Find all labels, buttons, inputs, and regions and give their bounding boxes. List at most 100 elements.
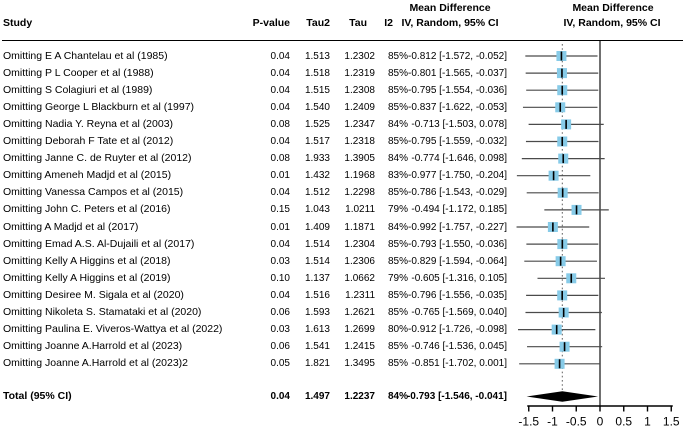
pvalue-cell: 0.06 <box>270 341 290 353</box>
study-row: Omitting Nikoleta S. Stamataki et al (20… <box>0 304 685 321</box>
tau2-cell: 1.514 <box>304 255 330 267</box>
pvalue-cell: 0.04 <box>270 50 290 62</box>
study-label: Omitting George L Blackburn et al (1997) <box>3 100 195 113</box>
pvalue-cell: 0.04 <box>270 289 290 301</box>
study-label: Omitting Vanessa Campos et al (2015) <box>3 186 184 199</box>
mean-difference-header-plot-column: Mean Difference <box>572 2 654 14</box>
pvalue-cell: 0.04 <box>270 238 290 250</box>
ci-text-cell: -0.765 [-1.569, 0.040] <box>411 307 507 318</box>
pvalue-cell: 0.01 <box>270 221 290 233</box>
study-row: Omitting Ameneh Madjd et al (2015) 0.01 1.… <box>0 167 685 184</box>
study-label: Omitting Joanne A.Harrold et al (2023) <box>3 340 183 353</box>
study-row: Omitting A Madjd et al (2017) 0.01 1.409 1.… <box>0 219 685 236</box>
tau2-cell: 1.593 <box>304 307 330 318</box>
ci-text-cell: -0.793 [-1.550, -0.036] <box>408 238 507 250</box>
ci-column-header-text: IV, Random, 95% CI <box>401 17 499 29</box>
tau-cell: 1.3495 <box>344 358 375 370</box>
ci-text-cell: -0.992 [-1.757, -0.227] <box>408 221 507 233</box>
pvalue-cell: 0.04 <box>270 67 290 79</box>
mean-difference-header-text-column: Mean Difference <box>409 2 491 14</box>
study-row: Omitting Desiree M. Sigala et al (2020) 0… <box>0 287 685 304</box>
total-row: Total (95% CI) 0.04 1.497 1.2237 84% -0.… <box>0 388 685 405</box>
x-axis-tick-label: -1 <box>547 415 558 429</box>
study-label: Omitting Kelly A Higgins et al (2018) <box>3 254 171 267</box>
pvalue-cell: 0.08 <box>270 153 290 165</box>
pvalue-cell: 0.15 <box>270 204 290 216</box>
tau-cell: 1.2304 <box>344 238 375 250</box>
x-axis-tick-label: 1 <box>644 415 651 429</box>
study-label: Omitting Nikoleta S. Stamataki et al (20… <box>3 306 202 318</box>
study-row: Omitting John C. Peters et al (2016) 0.15… <box>0 201 685 218</box>
i2-cell: 83% <box>387 170 408 182</box>
ci-text-cell: -0.746 [-1.536, 0.045] <box>411 341 507 353</box>
ci-text-cell: -0.494 [-1.172, 0.185] <box>411 204 507 216</box>
x-axis-tick-label: 0 <box>597 415 604 429</box>
study-row: Omitting Kelly A Higgins et al (2019) 0.1… <box>0 270 685 287</box>
ci-text-cell: -0.829 [-1.594, -0.064] <box>408 255 507 267</box>
x-axis-tick-label: 0.5 <box>615 415 632 429</box>
pvalue-cell: 0.03 <box>270 255 290 267</box>
tau2-column-header: Tau2 <box>306 17 330 29</box>
tau-cell: 1.2415 <box>344 341 375 353</box>
tau-cell: 1.2311 <box>345 289 375 301</box>
study-label: Omitting E A Chantelau et al (1985) <box>3 49 168 62</box>
study-row: Omitting P L Cooper et al (1988) 0.04 1.51… <box>0 65 685 82</box>
pvalue-cell: 0.04 <box>270 136 290 147</box>
study-row: Omitting Joanne A.Harrold et al (2023) 0.… <box>0 338 685 355</box>
tau-cell: 1.0662 <box>344 272 375 284</box>
i2-cell: 85% <box>387 84 408 96</box>
i2-cell: 85% <box>387 289 408 301</box>
tau2-cell: 1.933 <box>304 153 330 165</box>
tau-cell: 1.1871 <box>344 221 375 233</box>
i2-cell: 85% <box>387 358 408 370</box>
tau-column-header: Tau <box>349 17 367 29</box>
study-label: Omitting P L Cooper et al (1988) <box>3 66 154 79</box>
pvalue-cell: 0.10 <box>270 272 290 284</box>
ci-column-header-plot: IV, Random, 95% CI <box>563 17 661 29</box>
ci-text-cell: -0.912 [-1.726, -0.098] <box>408 324 507 336</box>
tau2-cell: 1.515 <box>304 84 330 96</box>
i2-cell: 85% <box>387 238 408 250</box>
study-label: Omitting S Colagiuri et al (1989) <box>3 83 153 96</box>
i2-cell: 85% <box>387 187 408 199</box>
x-axis-tick-label: 1.5 <box>663 415 680 429</box>
ci-text-cell: -0.851 [-1.702, 0.001] <box>411 358 507 370</box>
total-label: Total (95% CI) <box>3 390 72 402</box>
i2-cell: 85% <box>387 101 408 113</box>
pvalue-column-header: P-value <box>252 17 290 29</box>
study-row: Omitting E A Chantelau et al (1985) 0.04 1… <box>0 48 685 65</box>
tau-cell: 1.2621 <box>344 307 375 318</box>
tau2-cell: 1.525 <box>304 118 330 130</box>
pvalue-cell: 0.08 <box>270 118 290 130</box>
i2-cell: 85% <box>387 136 408 147</box>
study-label: Omitting Nadia Y. Reyna et al (2003) <box>3 117 174 130</box>
tau2-cell: 1.821 <box>304 358 330 370</box>
i2-cell: 85% <box>387 341 408 353</box>
tau2-cell: 1.541 <box>304 341 330 353</box>
study-row: Omitting Deborah F Tate et al (2012) 0.04… <box>0 133 685 150</box>
study-label: Omitting John C. Peters et al (2016) <box>3 203 171 216</box>
study-row: Omitting Paulina E. Viveros-Wattya et al… <box>0 321 685 338</box>
ci-text-cell: -0.605 [-1.316, 0.105] <box>411 272 507 284</box>
i2-cell: 85% <box>387 67 408 79</box>
study-label: Omitting Kelly A Higgins et al (2019) <box>3 271 171 284</box>
tau-cell: 1.2347 <box>344 118 375 130</box>
study-label: Omitting Janne C. de Ruyter et al (2012) <box>3 152 192 165</box>
pvalue-cell: 0.05 <box>270 358 290 370</box>
tau2-cell: 1.513 <box>304 50 330 62</box>
total-tau2: 1.497 <box>304 391 330 402</box>
x-axis-tick-label: -0.5 <box>566 415 587 429</box>
study-label: Omitting Ameneh Madjd et al (2015) <box>3 169 172 182</box>
study-row: Omitting Janne C. de Ruyter et al (2012)… <box>0 150 685 167</box>
ci-text-cell: -0.713 [-1.503, 0.078] <box>411 118 507 130</box>
ci-text-cell: -0.796 [-1.556, -0.035] <box>408 289 507 301</box>
study-label: Omitting A Madjd et al (2017) <box>3 220 139 233</box>
pvalue-cell: 0.06 <box>270 307 290 318</box>
ci-text-cell: -0.812 [-1.572, -0.052] <box>408 50 507 62</box>
pvalue-cell: 0.04 <box>270 101 290 113</box>
tau2-cell: 1.613 <box>304 324 330 336</box>
tau-cell: 1.3905 <box>344 153 375 165</box>
tau2-cell: 1.043 <box>304 204 330 216</box>
i2-cell: 84% <box>387 221 408 233</box>
